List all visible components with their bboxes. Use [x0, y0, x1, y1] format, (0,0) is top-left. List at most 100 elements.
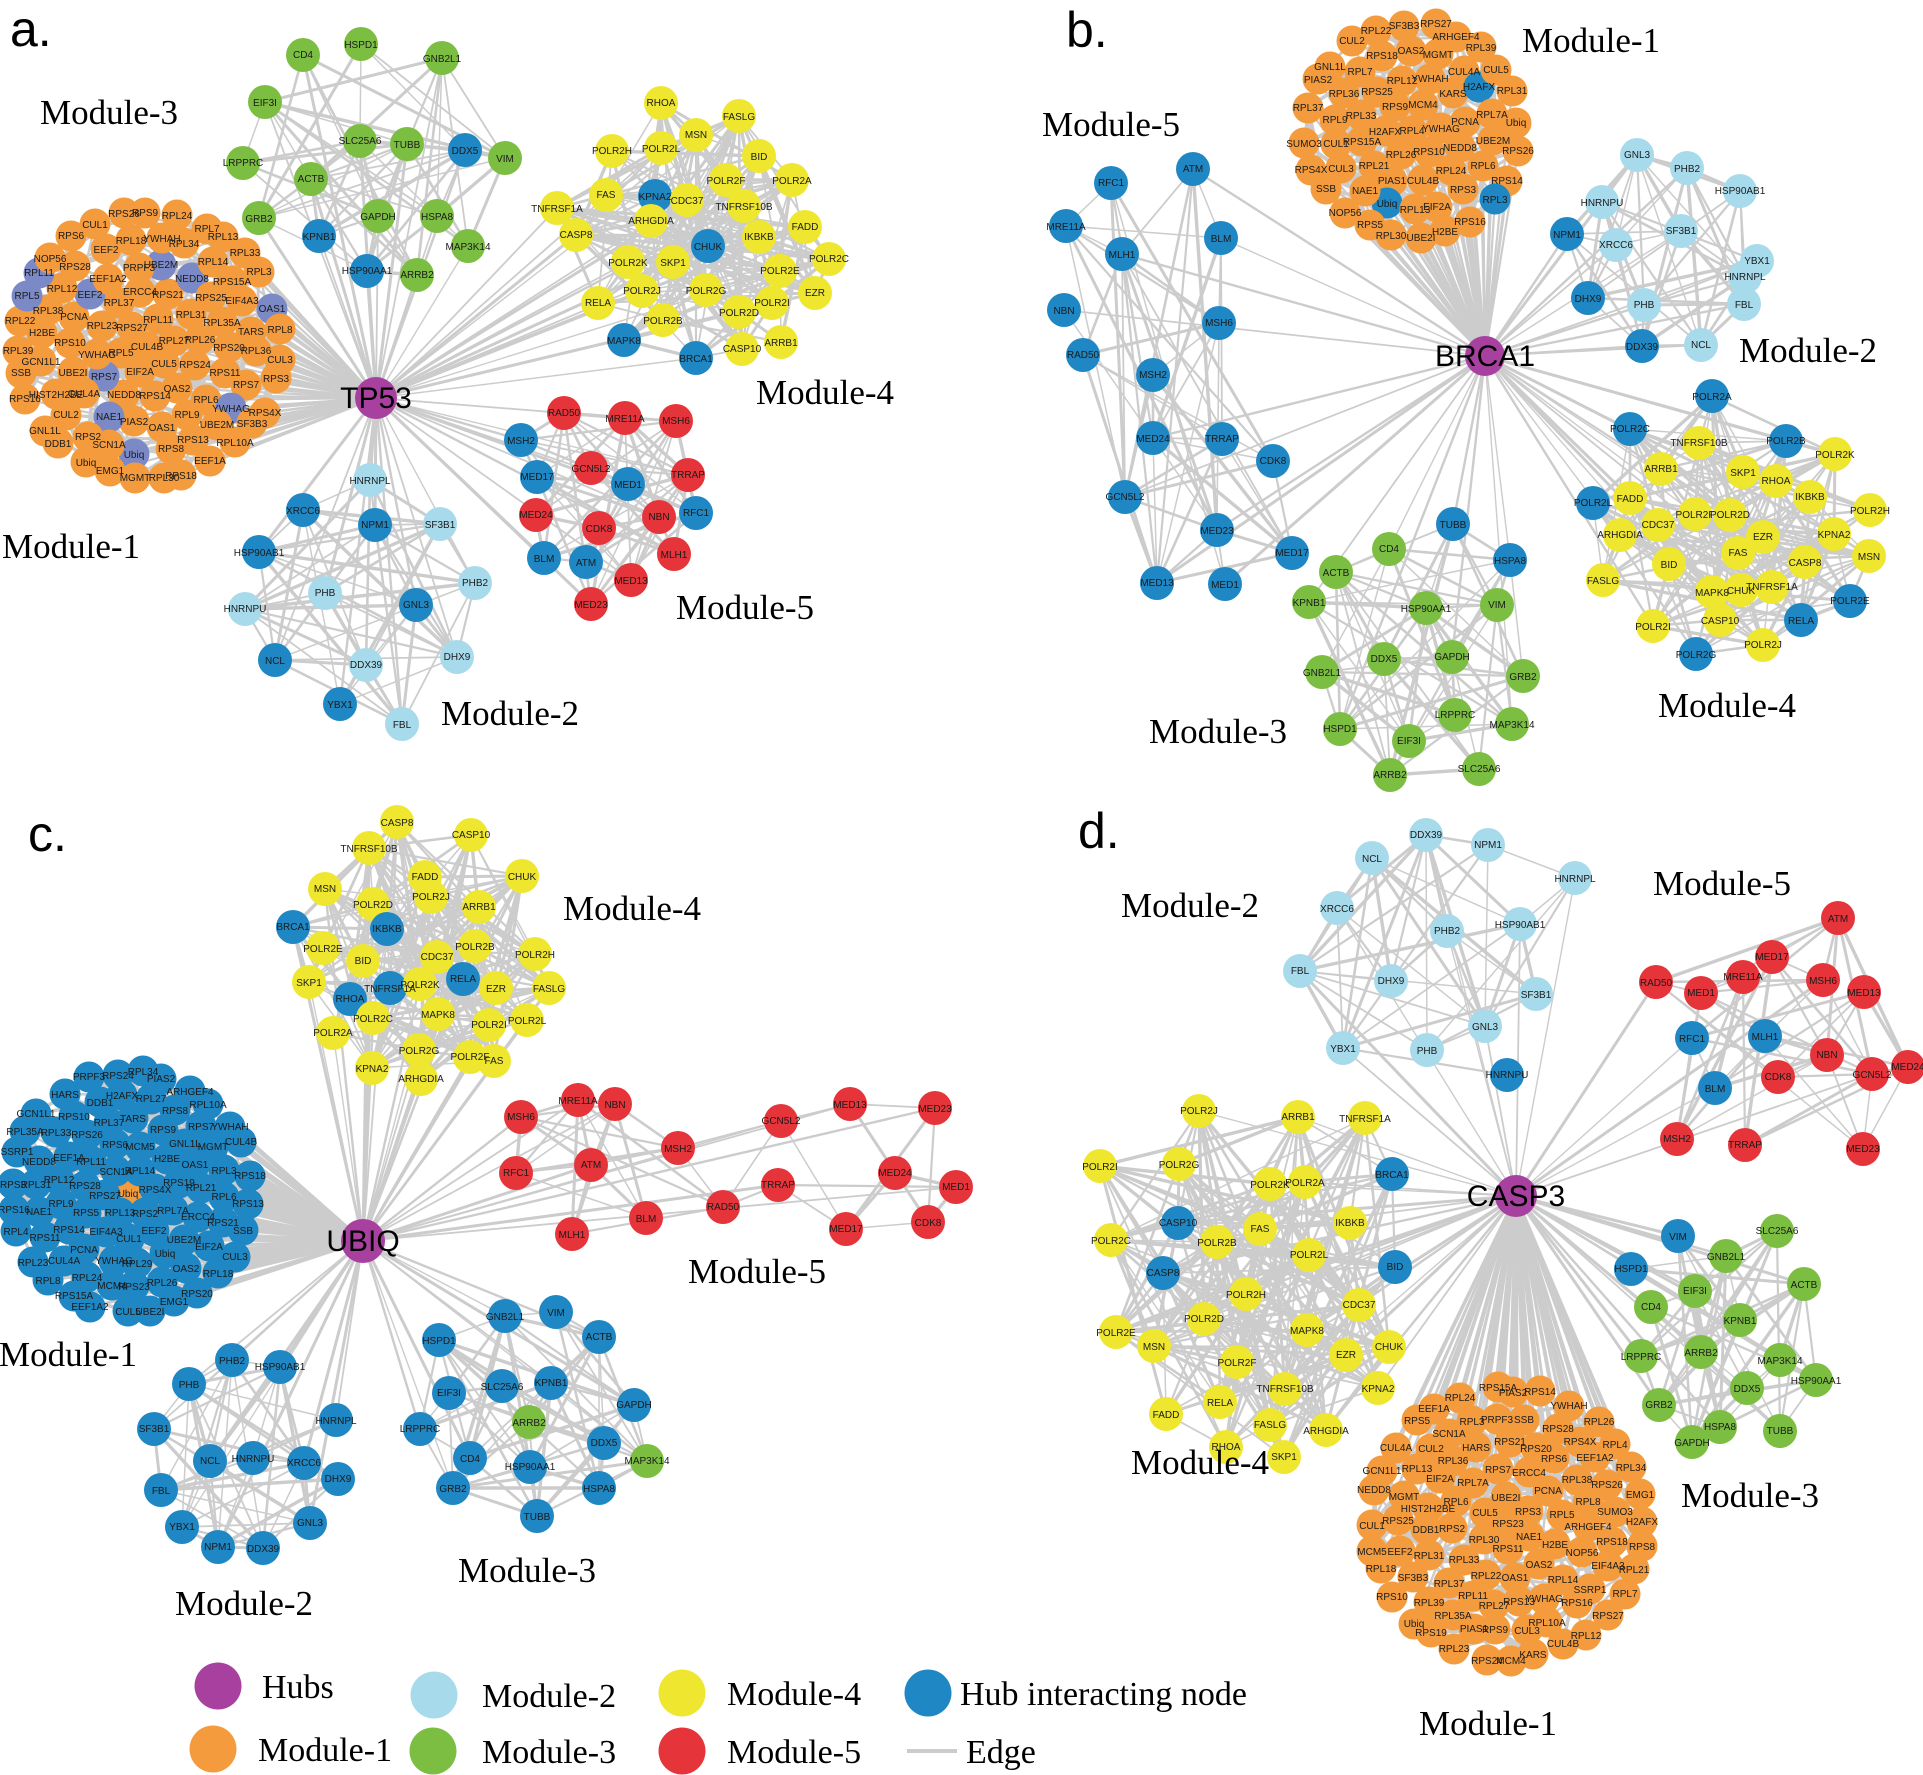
svg-text:GNB2L1: GNB2L1: [423, 54, 462, 65]
svg-text:RELA: RELA: [1788, 616, 1814, 627]
svg-text:DDX5: DDX5: [1734, 1384, 1761, 1395]
svg-text:MED24: MED24: [1891, 1062, 1923, 1073]
svg-text:RPL27: RPL27: [1479, 1601, 1510, 1612]
svg-text:EIF2A: EIF2A: [1423, 202, 1451, 213]
svg-text:Module-5: Module-5: [727, 1734, 861, 1771]
svg-text:KPNB1: KPNB1: [1293, 598, 1326, 609]
svg-text:POLR2I: POLR2I: [471, 1020, 507, 1031]
svg-text:EEF2: EEF2: [1387, 1547, 1412, 1558]
svg-text:NAE1: NAE1: [96, 412, 123, 423]
svg-text:POLR2H: POLR2H: [515, 950, 555, 961]
svg-text:RPS7: RPS7: [188, 1122, 215, 1133]
svg-text:NOP56: NOP56: [34, 254, 67, 265]
svg-text:H2AFX: H2AFX: [1463, 82, 1496, 93]
svg-text:GCN5L2: GCN5L2: [572, 464, 611, 475]
svg-text:RPL30: RPL30: [1469, 1535, 1500, 1546]
svg-text:CUL4B: CUL4B: [1547, 1639, 1580, 1650]
svg-text:RPL18: RPL18: [203, 1269, 234, 1280]
svg-text:Module-1: Module-1: [1522, 21, 1660, 60]
svg-text:HNRNPU: HNRNPU: [1486, 1070, 1529, 1081]
svg-text:RPL27: RPL27: [136, 1094, 167, 1105]
svg-text:HSPD1: HSPD1: [422, 1336, 456, 1347]
svg-text:RPL13: RPL13: [105, 1208, 136, 1219]
svg-text:CHUK: CHUK: [1375, 1342, 1404, 1353]
svg-text:Module-5: Module-5: [1653, 864, 1791, 903]
svg-text:MAPK8: MAPK8: [1695, 588, 1729, 599]
svg-text:RPL4: RPL4: [1602, 1440, 1627, 1451]
svg-text:CD4: CD4: [1641, 1302, 1661, 1313]
svg-text:RFC1: RFC1: [1098, 178, 1125, 189]
svg-text:b.: b.: [1066, 2, 1108, 58]
svg-text:SUMO3: SUMO3: [1597, 1507, 1633, 1518]
svg-text:XRCC6: XRCC6: [287, 1458, 321, 1469]
svg-text:CUL5: CUL5: [151, 359, 177, 370]
svg-text:DDX39: DDX39: [1626, 342, 1659, 353]
svg-text:SSB: SSB: [11, 368, 31, 379]
svg-text:ARHGEF4: ARHGEF4: [1432, 32, 1480, 43]
svg-text:RFC1: RFC1: [1679, 1034, 1706, 1045]
svg-text:CUL1: CUL1: [1323, 139, 1349, 150]
svg-text:RELA: RELA: [450, 974, 476, 985]
svg-text:MED24: MED24: [1136, 434, 1170, 445]
svg-text:SLC25A6: SLC25A6: [481, 1382, 524, 1393]
svg-text:NEDD8: NEDD8: [1443, 143, 1477, 154]
svg-text:BRCA1: BRCA1: [679, 354, 713, 365]
svg-text:RPS16: RPS16: [0, 1205, 30, 1216]
svg-text:RPL11: RPL11: [143, 315, 173, 326]
svg-text:DHX9: DHX9: [1378, 976, 1405, 987]
svg-text:SF3B3: SF3B3: [1389, 21, 1420, 32]
svg-text:TNFRSF1A: TNFRSF1A: [531, 204, 583, 215]
svg-text:NBN: NBN: [1053, 306, 1074, 317]
svg-text:RPL21: RPL21: [1359, 161, 1390, 172]
svg-text:RPS10: RPS10: [58, 1112, 90, 1123]
svg-text:RFC1: RFC1: [503, 1168, 530, 1179]
svg-text:RPS15A: RPS15A: [213, 277, 252, 288]
svg-text:RPL35A: RPL35A: [1434, 1611, 1472, 1622]
svg-text:RPS13: RPS13: [232, 1199, 264, 1210]
svg-text:DDB1: DDB1: [45, 439, 72, 450]
svg-text:RPS11: RPS11: [1493, 1544, 1524, 1555]
svg-text:RPL3: RPL3: [211, 1166, 236, 1177]
svg-text:TNFRSF10B: TNFRSF10B: [1670, 438, 1728, 449]
svg-text:EZR: EZR: [1336, 1350, 1356, 1361]
svg-text:EZR: EZR: [1753, 532, 1773, 543]
svg-text:POLR2C: POLR2C: [809, 254, 849, 265]
svg-text:POLR2H: POLR2H: [592, 146, 632, 157]
svg-text:RPL37: RPL37: [94, 1118, 125, 1129]
svg-text:CDC37: CDC37: [671, 196, 704, 207]
svg-text:RPS14: RPS14: [53, 1225, 85, 1236]
svg-text:RPL14: RPL14: [1548, 1575, 1579, 1586]
svg-text:POLR2J: POLR2J: [412, 892, 450, 903]
svg-text:RPL5: RPL5: [14, 291, 39, 302]
svg-text:RPL37: RPL37: [1293, 103, 1324, 114]
svg-text:RPL7A: RPL7A: [1476, 110, 1508, 121]
svg-text:POLR2G: POLR2G: [1159, 1160, 1200, 1171]
svg-text:YBX1: YBX1: [327, 700, 353, 711]
svg-text:SUMO3: SUMO3: [1286, 139, 1322, 150]
svg-text:RPS3: RPS3: [1515, 1507, 1542, 1518]
svg-text:KPNB1: KPNB1: [1724, 1316, 1757, 1327]
svg-text:CUL4A: CUL4A: [1448, 67, 1481, 78]
svg-text:RPS9: RPS9: [132, 208, 159, 219]
svg-text:Hubs: Hubs: [262, 1669, 334, 1706]
svg-text:Ubiq: Ubiq: [1377, 199, 1398, 210]
svg-text:EIF2A: EIF2A: [195, 1242, 223, 1253]
svg-text:RPS16: RPS16: [9, 394, 41, 405]
svg-text:PHB: PHB: [1634, 300, 1655, 311]
svg-text:GNL3: GNL3: [297, 1518, 324, 1529]
svg-text:RPL6: RPL6: [193, 395, 218, 406]
svg-text:ARHGDIA: ARHGDIA: [398, 1074, 444, 1085]
svg-text:SF3B3: SF3B3: [1398, 1573, 1429, 1584]
svg-text:RPS7: RPS7: [1485, 1465, 1512, 1476]
svg-text:ARRB2: ARRB2: [512, 1418, 546, 1429]
svg-text:NBN: NBN: [1816, 1050, 1837, 1061]
svg-text:RHOA: RHOA: [647, 98, 676, 109]
svg-text:RPS20: RPS20: [181, 1289, 213, 1300]
svg-text:EEF1A: EEF1A: [194, 456, 226, 467]
svg-text:EMG1: EMG1: [1626, 1490, 1655, 1501]
svg-text:RPS26: RPS26: [108, 209, 140, 220]
svg-text:RPL13: RPL13: [208, 232, 239, 243]
svg-text:RPS14: RPS14: [1491, 176, 1523, 187]
svg-text:RPS4X: RPS4X: [1564, 1437, 1597, 1448]
svg-text:ACTB: ACTB: [1791, 1280, 1818, 1291]
